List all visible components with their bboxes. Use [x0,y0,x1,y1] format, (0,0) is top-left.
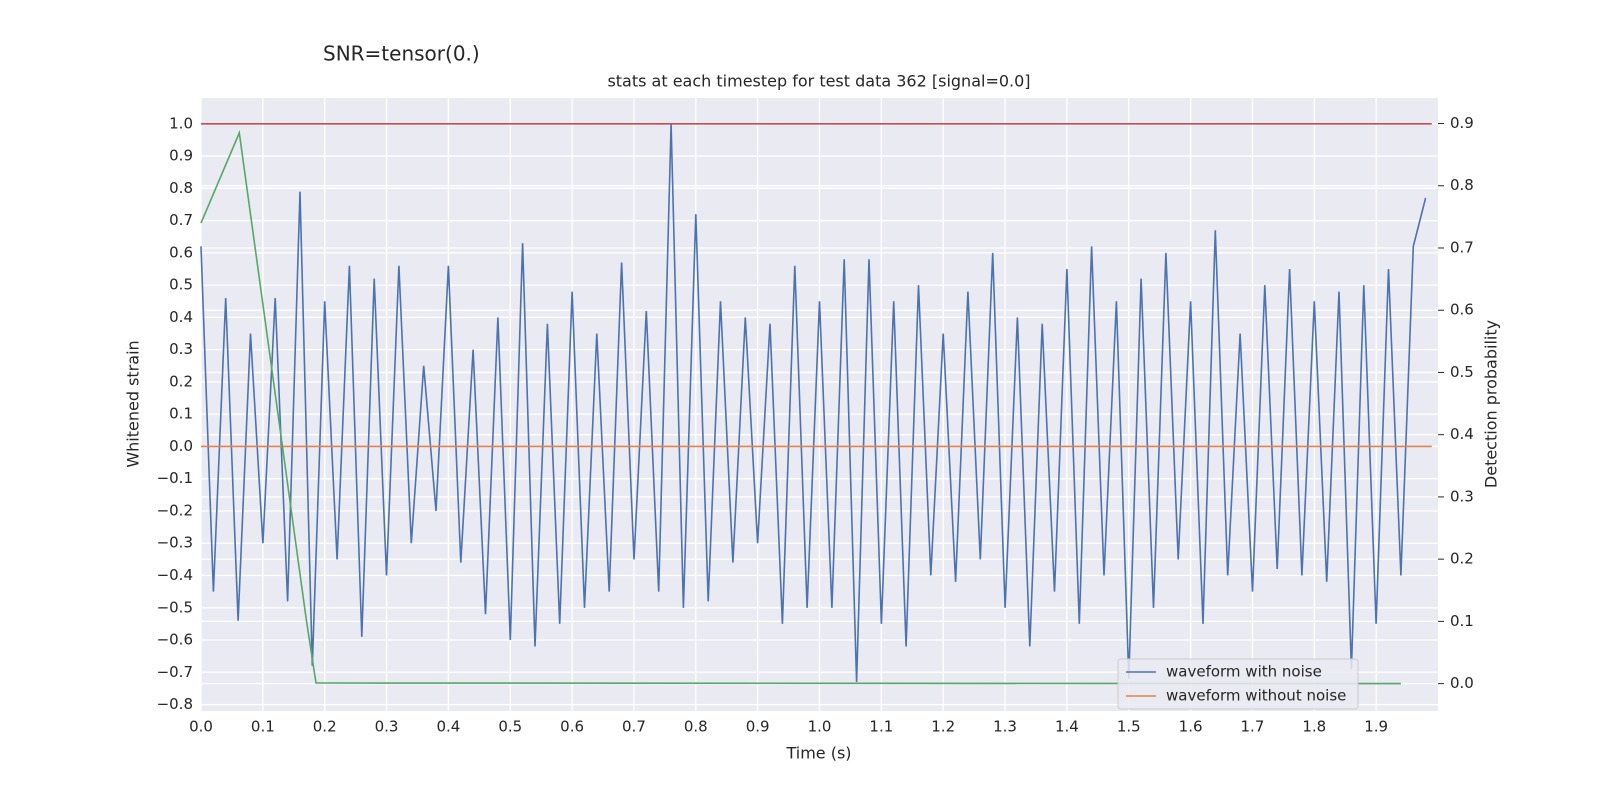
y-tick-label: −0.6 [157,631,193,649]
x-axis-label: Time (s) [785,744,851,763]
x-tick-label: 0.9 [746,718,770,736]
y2-tick-label: 0.4 [1450,425,1474,443]
y2-axis-label: Detection probability [1482,320,1501,488]
y2-tick-label: 0.9 [1450,114,1474,132]
y2-tick-label: 0.7 [1450,238,1474,256]
y2-tick-label: 0.0 [1450,674,1474,692]
y-tick-label: 0.1 [169,405,193,423]
y-tick-label: −0.4 [157,566,193,584]
y-tick-label: 0.5 [169,276,193,294]
x-tick-label: 0.1 [251,718,275,736]
y-tick-label: −0.8 [157,695,193,713]
y-tick-label: 1.0 [169,114,193,132]
suptitle: SNR=tensor(0.) [323,42,480,66]
y2-tick-label: 0.2 [1450,550,1474,568]
legend-box [1117,658,1359,710]
y-tick-label: −0.7 [157,663,193,681]
x-tick-label: 1.2 [931,718,955,736]
y-tick-label: −0.3 [157,534,193,552]
x-tick-label: 0.6 [560,718,584,736]
legend-label: waveform with noise [1166,663,1322,681]
y-tick-label: 0.4 [169,308,193,326]
grid [200,98,1438,711]
series-line [200,129,1401,685]
x-tick-label: 1.6 [1179,718,1203,736]
x-tick-label: 0.0 [189,718,213,736]
y-tick-label: −0.1 [157,469,193,487]
legend-label: waveform without noise [1166,687,1346,705]
x-tick-label: 1.0 [808,718,832,736]
y-tick-label: 0.9 [169,147,193,165]
y-tick-label: 0.0 [169,437,193,455]
y-tick-label: −0.2 [157,501,193,519]
y2-tick-label: 0.8 [1450,176,1474,194]
x-tick-label: 1.7 [1241,718,1265,736]
y2-tick-label: 0.1 [1450,612,1474,630]
y-axis-label: Whitened strain [124,340,143,467]
x-tick-label: 1.4 [1055,718,1079,736]
y2-tick-label: 0.6 [1450,301,1474,319]
y-tick-label: 0.2 [169,372,193,390]
x-tick-label: 1.5 [1117,718,1141,736]
x-tick-label: 0.2 [313,718,337,736]
y-tick-label: 0.8 [169,179,193,197]
x-tick-label: 0.7 [622,718,646,736]
x-tick-label: 1.1 [869,718,893,736]
x-tick-label: 0.3 [375,718,399,736]
x-tick-label: 0.5 [498,718,522,736]
x-tick-label: 1.9 [1364,718,1388,736]
x-tick-label: 1.3 [993,718,1017,736]
chart-title: stats at each timestep for test data 362… [607,72,1030,91]
y-tick-label: 0.6 [169,243,193,261]
y2-tick-label: 0.3 [1450,487,1474,505]
y-tick-label: 0.7 [169,211,193,229]
x-tick-label: 1.8 [1302,718,1326,736]
series-line [200,123,1427,683]
x-tick-label: 0.4 [436,718,460,736]
y-tick-label: 0.3 [169,340,193,358]
x-tick-label: 0.8 [684,718,708,736]
y2-tick-label: 0.5 [1450,363,1474,381]
y-tick-label: −0.5 [157,598,193,616]
